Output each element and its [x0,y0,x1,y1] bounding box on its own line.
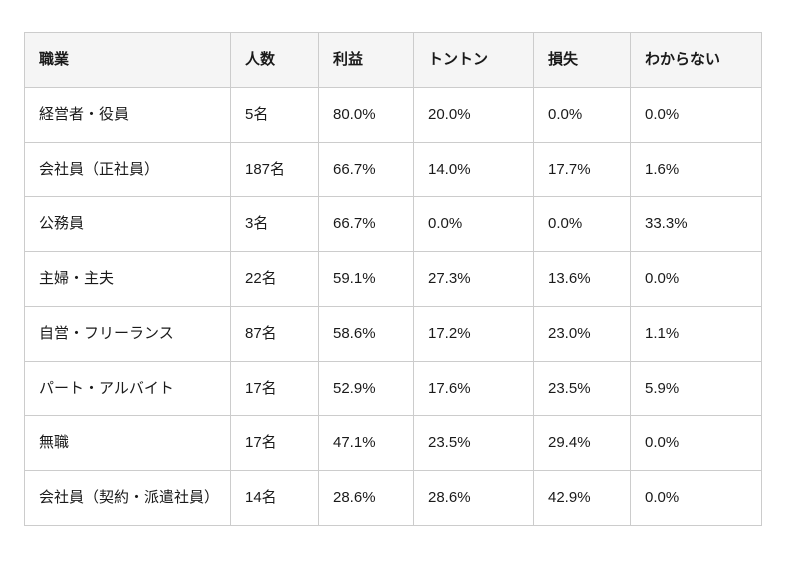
occupation-result-table: 職業 人数 利益 トントン 損失 わからない 経営者・役員 5名 80.0% 20.0% 0.0%… [24,32,762,526]
table-cell: 主婦・主夫 [24,251,231,307]
table-cell: パート・アルバイト [24,360,231,417]
header-cell: 職業 [24,32,231,88]
table-cell: 42.9% [533,470,631,526]
table-cell: 87名 [230,305,319,362]
header-cell: トントン [413,32,534,88]
table-cell: 17.6% [413,360,534,417]
table-cell: 23.5% [413,415,534,471]
table-cell: 0.0% [533,86,631,143]
table-cell: 28.6% [413,470,534,526]
table-cell: 52.9% [318,360,414,417]
table-cell: 0.0% [630,251,762,307]
table-cell: 5.9% [630,360,762,417]
table-cell: 14名 [230,470,319,526]
table-cell: 0.0% [533,196,631,252]
header-cell: 利益 [318,32,414,88]
table-row: 自営・フリーランス 87名 58.6% 17.2% 23.0% 1.1% [24,305,762,362]
table-cell: 会社員（正社員） [24,141,231,198]
table-cell: 0.0% [413,196,534,252]
table-cell: 23.0% [533,305,631,362]
table-header: 職業 人数 利益 トントン 損失 わからない [24,32,762,88]
table-cell: 1.1% [630,305,762,362]
table-cell: 経営者・役員 [24,86,231,143]
table-cell: 0.0% [630,470,762,526]
table-cell: 22名 [230,251,319,307]
table-cell: 14.0% [413,141,534,198]
table-cell: 17.2% [413,305,534,362]
table-cell: 66.7% [318,141,414,198]
header-cell: 人数 [230,32,319,88]
table-cell: 47.1% [318,415,414,471]
table-cell: 58.6% [318,305,414,362]
table-cell: 0.0% [630,86,762,143]
table-cell: 会社員（契約・派遣社員） [24,470,231,526]
table-cell: 27.3% [413,251,534,307]
table-cell: 187名 [230,141,319,198]
table-row: 無職 17名 47.1% 23.5% 29.4% 0.0% [24,415,762,471]
table-cell: 公務員 [24,196,231,252]
table-cell: 3名 [230,196,319,252]
header-cell: 損失 [533,32,631,88]
table-cell: 13.6% [533,251,631,307]
header-row: 職業 人数 利益 トントン 損失 わからない [24,32,762,88]
table-cell: 5名 [230,86,319,143]
table-cell: 1.6% [630,141,762,198]
header-cell: わからない [630,32,762,88]
table-row: 会社員（契約・派遣社員） 14名 28.6% 28.6% 42.9% 0.0% [24,470,762,526]
table-cell: 自営・フリーランス [24,305,231,362]
table-cell: 28.6% [318,470,414,526]
table-cell: 17名 [230,360,319,417]
table-cell: 20.0% [413,86,534,143]
table-row: 公務員 3名 66.7% 0.0% 0.0% 33.3% [24,196,762,252]
table-cell: 17.7% [533,141,631,198]
table-row: 主婦・主夫 22名 59.1% 27.3% 13.6% 0.0% [24,251,762,307]
table-cell: 23.5% [533,360,631,417]
table-row: 会社員（正社員） 187名 66.7% 14.0% 17.7% 1.6% [24,141,762,198]
table-cell: 無職 [24,415,231,471]
table-cell: 33.3% [630,196,762,252]
table-row: パート・アルバイト 17名 52.9% 17.6% 23.5% 5.9% [24,360,762,417]
table-row: 経営者・役員 5名 80.0% 20.0% 0.0% 0.0% [24,86,762,143]
table-body: 経営者・役員 5名 80.0% 20.0% 0.0% 0.0% 会社員（正社員） 187名 66… [24,86,762,526]
table-cell: 29.4% [533,415,631,471]
table-cell: 80.0% [318,86,414,143]
table-cell: 17名 [230,415,319,471]
table-cell: 59.1% [318,251,414,307]
table-cell: 66.7% [318,196,414,252]
table-cell: 0.0% [630,415,762,471]
